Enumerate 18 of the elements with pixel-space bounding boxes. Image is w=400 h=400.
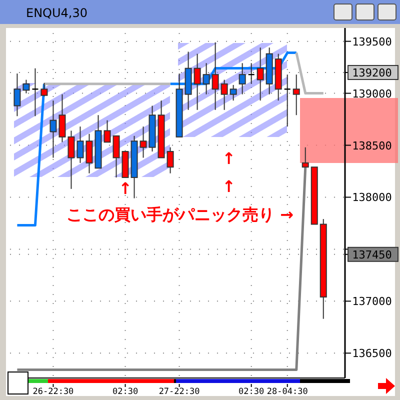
y-tick-label: 139500 [352, 35, 392, 48]
x-tick-label: 28-04:30 [266, 387, 308, 397]
x-tick-label: 26-22:30 [32, 387, 74, 397]
x-tick-label: 02:30 [238, 387, 264, 397]
x-tick-label: 27-22:30 [158, 387, 200, 397]
y-tick-label: 137450 [352, 248, 392, 262]
annotation: ここの買い手がパニック売り → [66, 205, 294, 224]
y-tick-label: 139000 [352, 87, 392, 100]
y-tick-label: 138000 [352, 191, 392, 204]
annotation: ↑ [222, 149, 236, 168]
annotation: ↑ [118, 179, 132, 198]
y-tick-label: 136500 [352, 347, 392, 360]
annotation: ↑ [222, 177, 236, 196]
chart-title: ENQU4,30 [26, 6, 88, 20]
y-tick-label: 138500 [352, 139, 392, 152]
y-tick-label: 137000 [352, 295, 392, 308]
y-tick-label: 139200 [352, 66, 392, 80]
x-tick-label: 02:30 [112, 387, 138, 397]
